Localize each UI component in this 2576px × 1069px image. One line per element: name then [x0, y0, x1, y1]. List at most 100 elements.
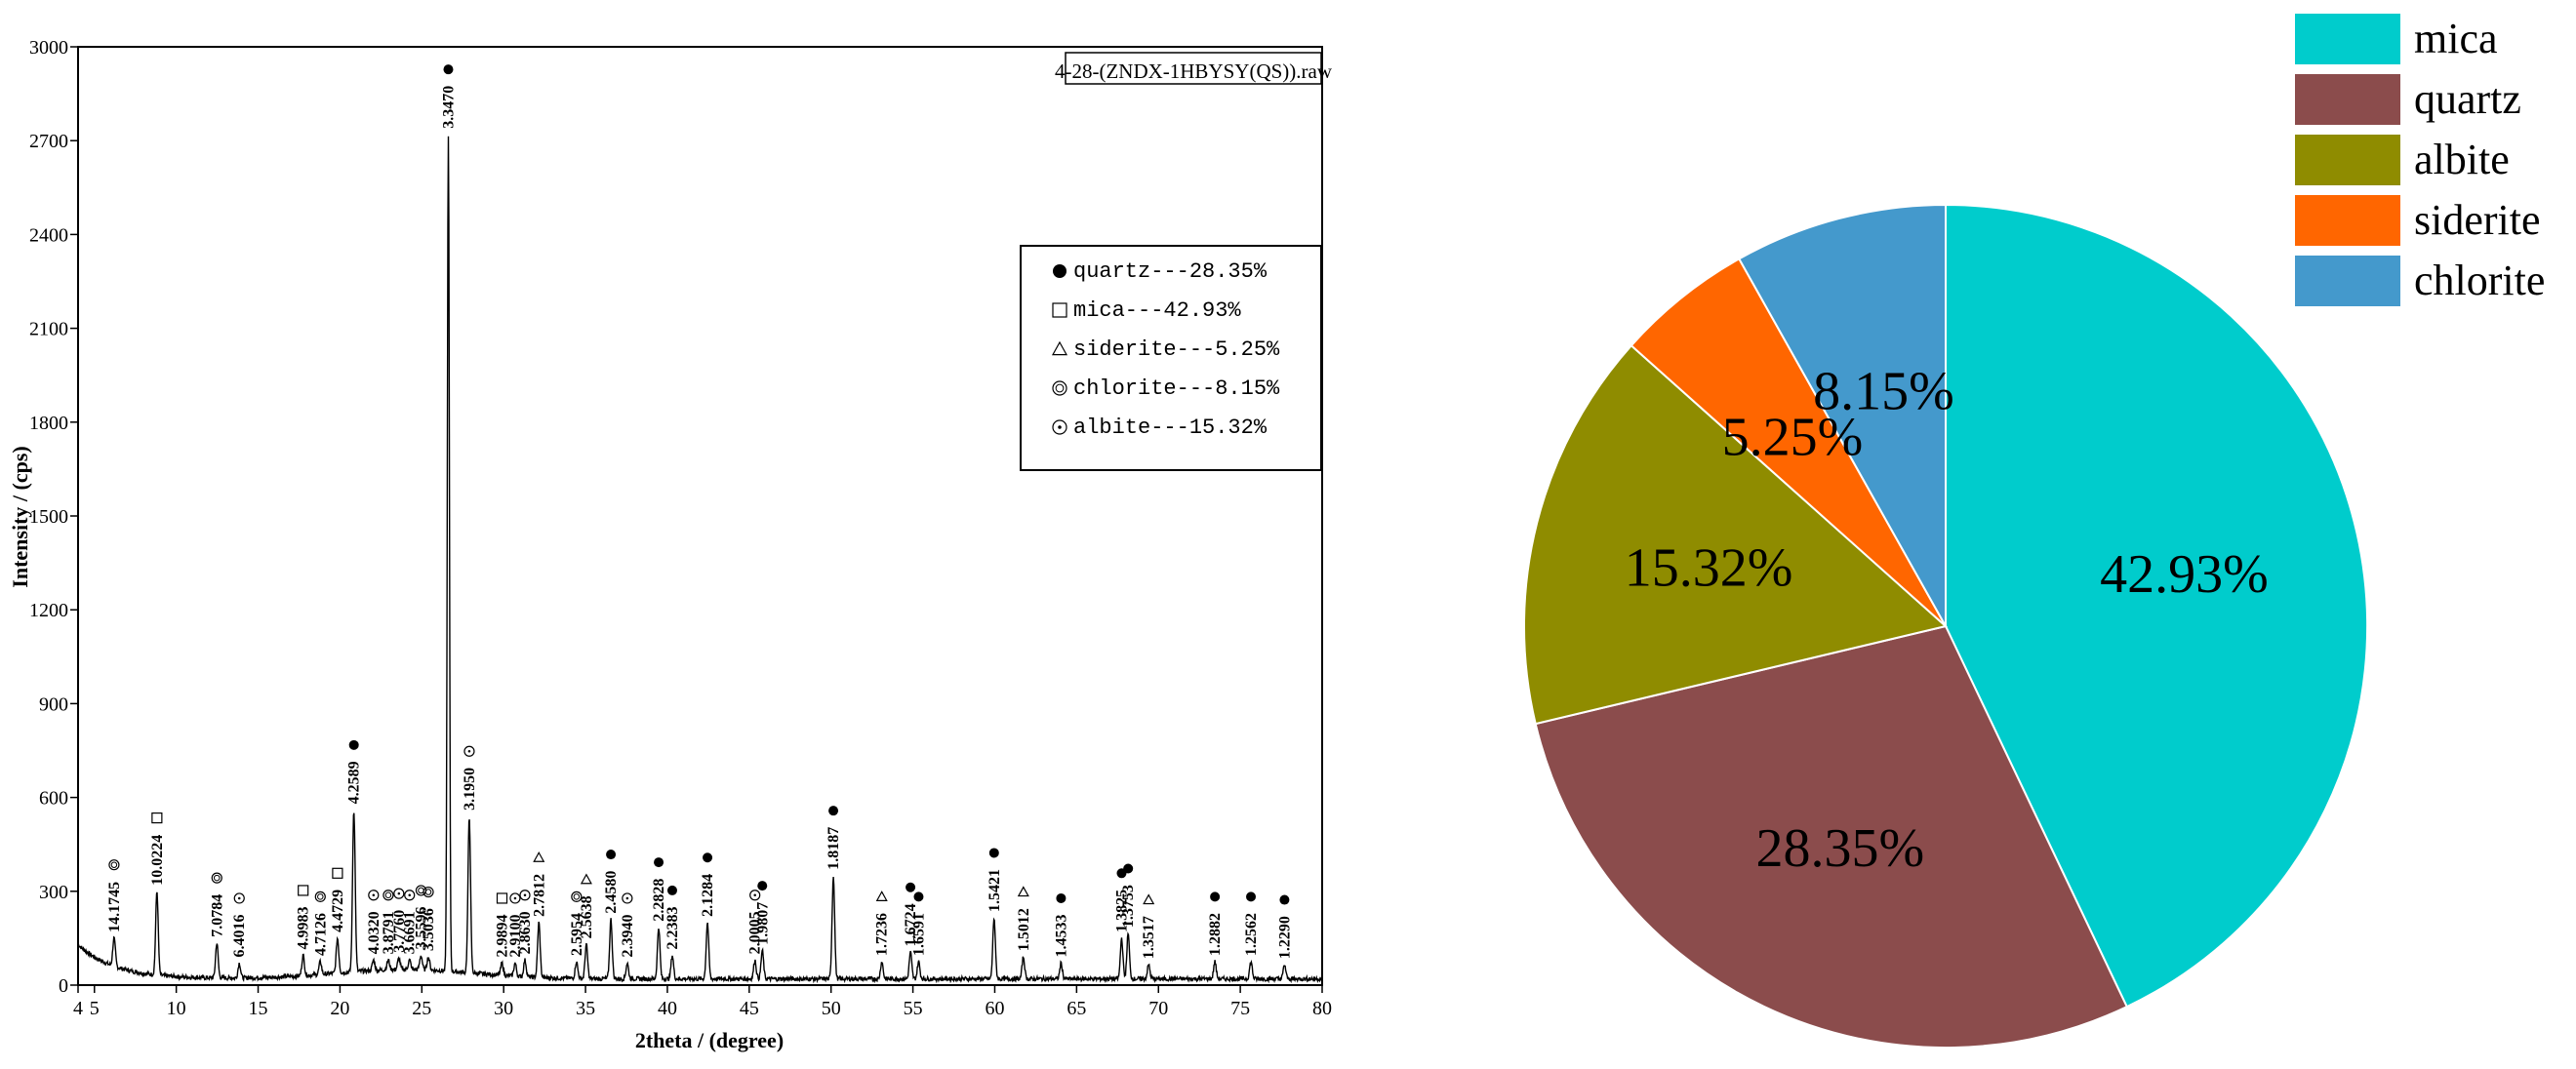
dot-circle-marker	[393, 888, 405, 899]
pie-label-albite: 15.32%	[1625, 538, 1793, 599]
x-tick-label: 15	[249, 998, 268, 1019]
peak-annotation: 1.8187	[825, 806, 842, 870]
peak-annotation: 2.1284	[700, 852, 716, 917]
x-tick-label: 40	[658, 998, 677, 1019]
peak-d-spacing-label: 1.3517	[1141, 916, 1157, 959]
x-tick-label: 55	[904, 998, 923, 1019]
peak-annotation: 2.4580	[603, 850, 620, 914]
dot-circle-marker	[368, 890, 380, 901]
open-square-marker	[1052, 302, 1067, 318]
open-triangle-marker	[1051, 340, 1068, 356]
xrd-legend-item: quartz---28.35%	[1053, 259, 1268, 284]
dot-circle-marker	[233, 892, 245, 904]
mineral-composition-pie: 42.93% 28.35% 15.32% 5.25% 8.15% mica quartz a…	[1347, 0, 2576, 1064]
dot-circle-marker	[463, 745, 475, 757]
dot-circle-marker	[622, 892, 633, 904]
x-axis-label: 2theta / (degree)	[635, 1028, 784, 1052]
peak-annotation: 2.3940	[620, 892, 636, 958]
open-square-marker	[332, 867, 343, 879]
peak-d-spacing-label: 1.2290	[1276, 916, 1293, 959]
filled-circle-marker	[703, 852, 713, 863]
peak-d-spacing-label: 3.5036	[421, 908, 437, 951]
pie-chart-svg: 42.93% 28.35% 15.32% 5.25%8.15% mica quartz a…	[1522, 14, 2545, 1049]
y-tick-label: 1500	[29, 506, 68, 528]
legend-label: albite	[2414, 136, 2510, 183]
peak-annotation: 4.0320	[366, 890, 382, 954]
pie-slice-mica	[1945, 203, 2369, 1009]
pie-label-chlorite: 8.15%	[1813, 362, 1954, 422]
open-triangle-marker	[1017, 886, 1029, 897]
peak-annotation: 1.2882	[1207, 891, 1224, 956]
x-tick-label: 65	[1067, 998, 1086, 1019]
double-circle-marker	[314, 891, 326, 902]
peak-annotation: 2.9894	[495, 892, 511, 958]
peak-annotation: 3.3470	[440, 64, 457, 129]
peak-d-spacing-label: 3.1950	[462, 768, 478, 811]
filled-circle-marker	[443, 64, 454, 75]
y-tick-label: 300	[39, 882, 68, 903]
filled-circle-marker	[1053, 264, 1067, 278]
filled-circle-marker	[1246, 891, 1257, 902]
peak-d-spacing-label: 1.4533	[1053, 915, 1069, 958]
filled-circle-marker	[606, 850, 617, 860]
x-tick-label: 5	[90, 998, 100, 1019]
x-tick-label: 45	[740, 998, 759, 1019]
xrd-plot-frame	[77, 46, 1323, 986]
open-square-marker	[298, 885, 309, 896]
peak-annotation: 2.9100	[507, 892, 524, 958]
peak-d-spacing-label: 3.6691	[402, 911, 419, 954]
file-label-box	[1065, 52, 1322, 85]
peak-annotation: 7.0784	[209, 872, 225, 937]
y-tick-label: 2400	[29, 224, 68, 246]
filled-circle-marker	[1279, 894, 1290, 905]
peak-annotation: 3.7760	[391, 888, 408, 953]
double-circle-marker	[382, 890, 394, 901]
peak-annotation: 2.2828	[651, 857, 667, 922]
peak-d-spacing-label: 4.7126	[312, 913, 329, 956]
double-circle-marker	[1052, 380, 1067, 396]
y-tick-label: 2100	[29, 319, 68, 340]
legend-label: quartz	[2414, 75, 2521, 123]
x-tick-label: 60	[985, 998, 1004, 1019]
peak-d-spacing-label: 3.7760	[391, 910, 408, 953]
open-triangle-marker	[1143, 893, 1155, 905]
peak-d-spacing-label: 1.2882	[1207, 913, 1224, 956]
peak-annotation: 1.2562	[1243, 891, 1260, 956]
peak-annotation: 1.9807	[754, 881, 771, 945]
peak-d-spacing-label: 2.8630	[517, 911, 534, 954]
peak-annotation: 3.5036	[421, 886, 437, 951]
peak-annotation: 2.0005	[747, 890, 764, 954]
peak-d-spacing-label: 1.7236	[874, 913, 891, 956]
peak-d-spacing-label: 2.0005	[747, 911, 764, 954]
filled-circle-marker	[828, 806, 839, 816]
x-tick-label: 50	[822, 998, 841, 1019]
open-square-marker	[496, 892, 508, 904]
peak-annotation: 1.2290	[1276, 894, 1293, 959]
peak-d-spacing-label: 2.9894	[495, 915, 511, 958]
pie-slice-albite	[1522, 343, 1949, 726]
file-label: 4-28-(ZNDX-1HBYSY(QS)).raw	[1055, 59, 1333, 83]
peak-annotation: 10.0224	[149, 812, 166, 886]
peak-d-spacing-label: 2.4580	[603, 871, 620, 914]
peak-d-spacing-label: 2.2383	[664, 907, 681, 950]
open-triangle-marker	[533, 851, 545, 862]
xrd-legend-label: siderite---5.25%	[1073, 337, 1280, 362]
peak-annotation: 4.2589	[346, 739, 363, 804]
x-tick-label: 20	[330, 998, 349, 1019]
double-circle-marker	[571, 891, 583, 902]
peak-annotation: 4.4729	[330, 867, 346, 932]
xrd-legend-item: siderite---5.25%	[1051, 337, 1280, 362]
x-tick-label: 30	[494, 998, 513, 1019]
peak-annotation: 2.5954	[569, 891, 585, 956]
pie-label-quartz: 28.35%	[1755, 818, 1924, 879]
legend-swatch	[2295, 14, 2400, 64]
peak-d-spacing-label: 7.0784	[209, 894, 225, 937]
y-tick-label: 600	[39, 788, 68, 810]
dot-circle-marker	[509, 892, 521, 904]
peak-annotation: 2.2383	[664, 885, 681, 950]
peak-d-spacing-label: 1.5012	[1016, 908, 1032, 951]
x-tick-label: 70	[1148, 998, 1168, 1019]
peak-d-spacing-label: 1.5421	[986, 869, 1003, 912]
y-tick-label: 1800	[29, 413, 68, 434]
